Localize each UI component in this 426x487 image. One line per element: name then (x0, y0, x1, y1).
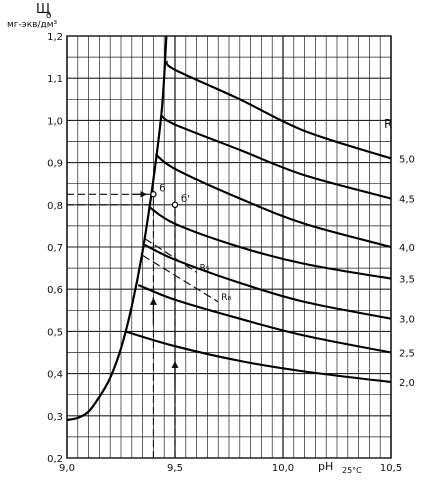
x-tick-label: 10,0 (272, 463, 294, 474)
y-tick-label: 1,1 (47, 74, 63, 85)
point-label: б (159, 183, 165, 194)
r-value-label: 2,5 (399, 349, 415, 360)
series-line-r (144, 243, 392, 320)
dashed-series-line (144, 238, 197, 273)
y-tick-label: 0,4 (47, 370, 63, 381)
point-label: б' (181, 194, 190, 205)
x-axis-label-subscript: 25°C (342, 466, 362, 475)
y-tick-label: 0,5 (47, 327, 63, 338)
x-tick-label: 10,5 (380, 463, 402, 474)
series-line-r (154, 153, 392, 249)
r-value-label: 3,5 (399, 275, 415, 286)
dashed-line-label: R₈ (221, 293, 231, 303)
y-tick-label: 0,7 (47, 243, 63, 254)
right-axis-label: R (384, 117, 392, 131)
x-tick-label: 9,0 (59, 463, 75, 474)
y-axis-unit: мг-экв/дм³ (7, 20, 57, 30)
dashed-line-label: R₅ (200, 263, 210, 273)
series-line-r (124, 330, 392, 384)
series-line-r (161, 115, 392, 200)
y-tick-label: 0,9 (47, 159, 63, 170)
series-lines (66, 35, 392, 422)
tick-labels: 0,2 0,3 0,4 0,5 0,6 0,7 0,8 0,9 1,0 1,1 1,2 9,0 9,5 1… (47, 32, 402, 474)
r-value-label: 3,0 (399, 315, 415, 326)
y-tick-label: 0,3 (47, 412, 63, 423)
r-value-label: 4,0 (399, 243, 415, 254)
x-axis-label: pH 25°C (318, 460, 362, 475)
envelope-curve (66, 35, 168, 422)
y-axis-subscript: о (46, 11, 52, 21)
r-value-label: 2,0 (399, 378, 415, 389)
r-value-label: 5,0 (399, 154, 415, 165)
y-tick-label: 1,2 (47, 32, 63, 43)
grid (66, 35, 392, 459)
x-tick-label: 9,5 (167, 463, 183, 474)
y-tick-label: 0,2 (47, 454, 63, 465)
y-tick-label: 1,0 (47, 116, 63, 127)
y-tick-label: 0,6 (47, 285, 63, 296)
point-marker (171, 201, 179, 208)
guide-lines (67, 190, 176, 458)
series-line-r (165, 60, 392, 160)
dashed-series-line (142, 254, 219, 303)
y-axis-label: Щ о мг-экв/дм³ (7, 2, 57, 30)
x-axis-label-main: pH (318, 460, 333, 473)
r-value-labels: 2,0 2,5 3,0 3,5 4,0 4,5 5,0 (399, 154, 415, 389)
series-line-r (137, 284, 392, 354)
annotations: б б' R₅ R₈ (149, 183, 231, 387)
series-line-r (148, 206, 392, 280)
r-value-label: 4,5 (399, 194, 415, 205)
y-tick-label: 0,8 (47, 201, 63, 212)
y-axis-symbol: Щ (36, 2, 50, 17)
point-marker (150, 191, 157, 198)
